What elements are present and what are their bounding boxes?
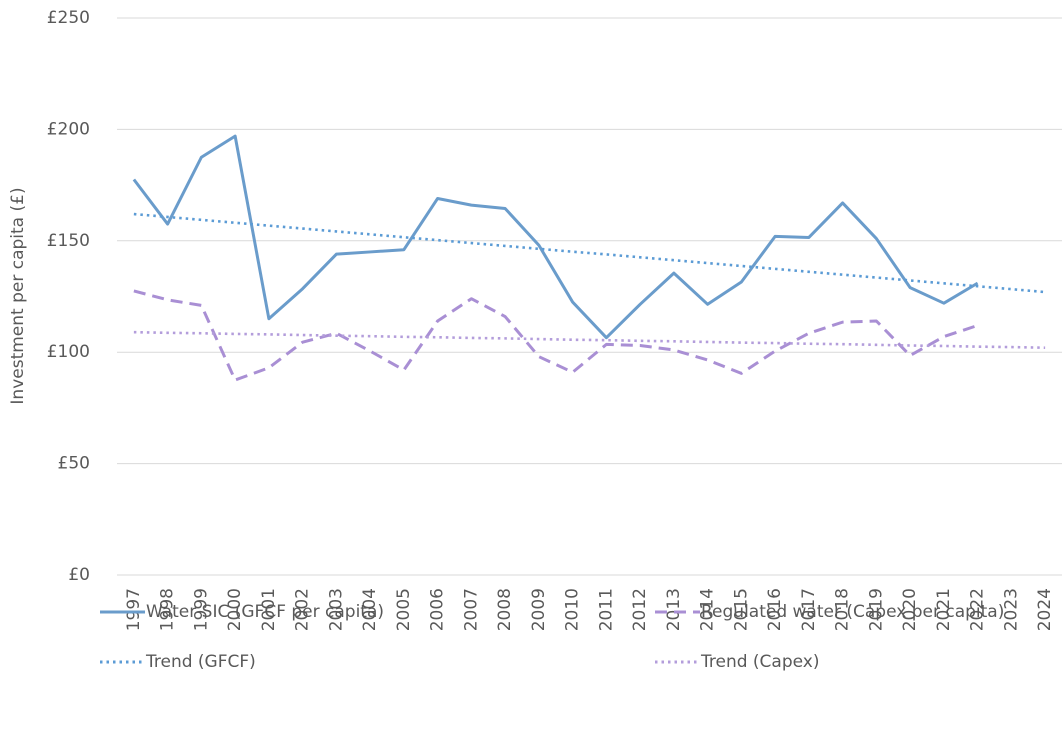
x-tick-label: 2024	[1035, 588, 1055, 631]
x-tick-label: 2006	[428, 588, 448, 631]
legend-label: Trend (Capex)	[700, 652, 820, 672]
x-tick-label: 2005	[394, 588, 414, 631]
x-tick-label: 2023	[1001, 588, 1021, 631]
x-tick-label: 2019	[866, 588, 886, 631]
x-tick-label: 2003	[326, 588, 346, 631]
x-tick-label: 2004	[360, 588, 380, 631]
series-line	[133, 330, 1046, 350]
series-line	[133, 289, 979, 382]
series-line	[132, 134, 979, 340]
x-tick-label: 2011	[596, 588, 616, 631]
x-tick-label: 2001	[259, 588, 279, 631]
x-tick-label: 2013	[664, 588, 684, 631]
x-tick-label: 2009	[529, 588, 549, 631]
x-tick-label: 2015	[731, 588, 751, 631]
y-axis-title: Investment per capita (£)	[8, 187, 28, 404]
x-tick-label: 2021	[934, 588, 954, 631]
y-tick-label: £100	[47, 342, 90, 362]
legend-label: Trend (GFCF)	[145, 652, 256, 672]
y-tick-label: £200	[47, 119, 90, 139]
x-tick-label: 2008	[495, 588, 515, 631]
x-tick-label: 2012	[630, 588, 650, 631]
x-tick-label: 2018	[833, 588, 853, 631]
x-tick-label: 2017	[799, 588, 819, 631]
x-tick-label: 2000	[225, 588, 245, 631]
y-tick-label: £150	[47, 231, 90, 251]
y-tick-label: £50	[58, 454, 90, 474]
x-tick-label: 2002	[293, 588, 313, 631]
x-tick-label: 2007	[461, 588, 481, 631]
x-tick-label: 2020	[900, 588, 920, 631]
x-tick-label: 2016	[765, 588, 785, 631]
x-tick-label: 2014	[698, 588, 718, 631]
x-tick-label: 1998	[158, 588, 178, 631]
y-tick-label: £0	[68, 565, 90, 585]
legend-label: Regulated water (Capex per capita)	[701, 602, 1004, 622]
series-line	[133, 212, 1046, 294]
y-tick-label: £250	[47, 8, 90, 28]
legend-label: Water SIC (GFCF per capita)	[146, 602, 384, 622]
x-tick-label: 1999	[191, 588, 211, 631]
x-tick-label: 2022	[968, 588, 988, 631]
x-tick-label: 1997	[124, 588, 144, 631]
x-tick-label: 2010	[563, 588, 583, 631]
